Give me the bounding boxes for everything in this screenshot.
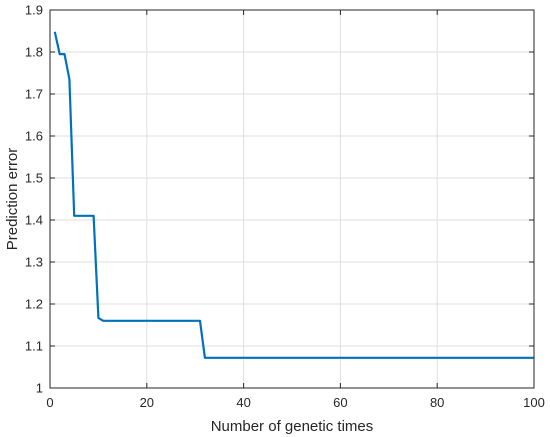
x-tick-label: 20 — [140, 395, 154, 410]
x-axis-title: Number of genetic times — [211, 418, 374, 435]
y-tick-label: 1.6 — [25, 129, 43, 144]
y-tick-label: 1.2 — [25, 297, 43, 312]
ticks — [49, 9, 535, 389]
x-tick-label: 0 — [46, 395, 53, 410]
grid — [49, 9, 535, 389]
x-tick-label: 80 — [430, 395, 444, 410]
tick-labels: 0 20 40 60 80 100 1 1.1 1.2 1.3 1.4 1.5 1.6 1.7 1.8 1.9 — [25, 3, 545, 411]
series-line — [53, 31, 534, 359]
y-tick-label: 1.8 — [25, 45, 43, 60]
y-tick-label: 1 — [36, 381, 43, 396]
x-tick-label: 60 — [333, 395, 347, 410]
y-tick-label: 1.9 — [25, 3, 43, 18]
y-axis-title: Prediction error — [4, 148, 21, 251]
x-tick-label: 100 — [523, 395, 545, 410]
series-group — [53, 31, 534, 359]
x-tick-label: 40 — [236, 395, 250, 410]
plot-area-border — [49, 9, 535, 389]
y-tick-label: 1.5 — [25, 171, 43, 186]
y-tick-label: 1.4 — [25, 213, 43, 228]
y-tick-label: 1.7 — [25, 87, 43, 102]
y-tick-label: 1.3 — [25, 255, 43, 270]
y-tick-label: 1.1 — [25, 339, 43, 354]
